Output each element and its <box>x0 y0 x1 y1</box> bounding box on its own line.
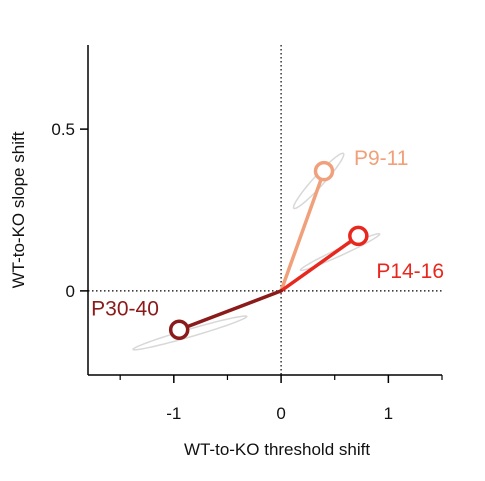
ellipse-p30-40 <box>132 315 248 351</box>
confidence-ellipses <box>132 152 381 351</box>
axis-titles: WT-to-KO threshold shift WT-to-KO slope … <box>9 131 370 459</box>
y-axis-label: WT-to-KO slope shift <box>9 131 28 288</box>
series-label-p9-11: P9-11 <box>354 147 408 170</box>
series-group: P9-11 P14-16 P30-40 <box>91 147 444 340</box>
series-label-p30-40: P30-40 <box>91 298 159 321</box>
axes: -1 0 1 0 0.5 <box>51 45 443 423</box>
point-p9-11 <box>313 160 335 182</box>
x-tick-label: 1 <box>384 404 393 423</box>
series-line-p14-16 <box>279 234 361 293</box>
point-p14-16 <box>348 225 369 247</box>
series-line-p30-40 <box>177 289 283 332</box>
point-p30-40 <box>168 319 190 340</box>
x-axis-label: WT-to-KO threshold shift <box>184 440 370 459</box>
reference-lines <box>88 45 442 375</box>
series-line-p9-11 <box>279 169 326 293</box>
y-tick-label: 0.5 <box>51 120 75 139</box>
y-tick-label: 0 <box>66 282 75 301</box>
ellipse-p9-11 <box>292 152 345 210</box>
x-tick-label: -1 <box>166 404 181 423</box>
series-label-p14-16: P14-16 <box>376 260 444 283</box>
x-tick-label: 0 <box>276 404 285 423</box>
